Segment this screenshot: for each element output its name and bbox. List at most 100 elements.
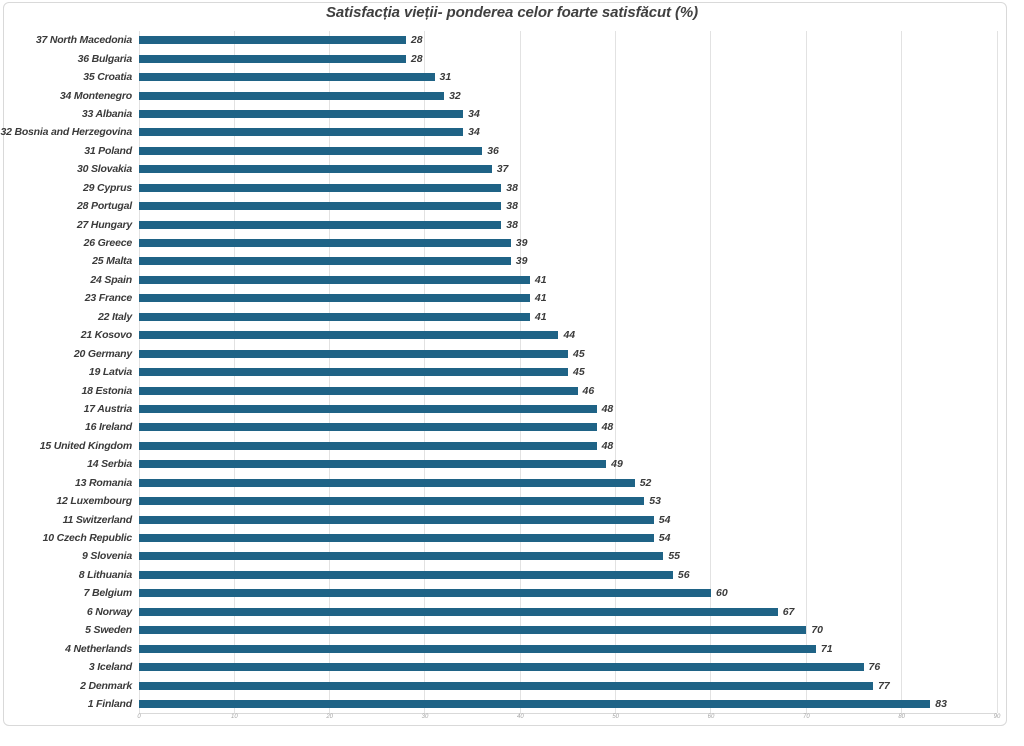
bar-row: 39 [139,252,997,270]
bar [139,36,406,45]
bar [139,681,874,690]
chart-frame [3,2,1007,726]
category-label: 5 Sweden [85,624,132,637]
bar [139,570,673,579]
value-label: 70 [811,624,824,637]
x-axis-tick-label: 20 [326,714,333,720]
category-label: 29 Cyprus [83,181,132,194]
value-label: 60 [715,587,728,600]
bar-row: 28 [139,49,997,67]
bar-row: 38 [139,215,997,233]
bar-row: 41 [139,271,997,289]
x-axis-tick-label: 70 [802,714,810,720]
x-axis-tick-label: 10 [230,714,238,720]
gridline [996,31,998,713]
bar [139,239,511,248]
x-axis-tick-label: 90 [993,714,1001,720]
x-axis-tick-label: 80 [898,714,905,720]
category-label: 26 Greece [83,237,133,250]
bar [139,699,931,708]
category-label: 12 Luxembourg [56,495,132,508]
category-label: 22 Italy [97,310,132,323]
bar-row: 83 [139,695,997,713]
category-label: 32 Bosnia and Herzegovina [0,126,132,139]
value-label: 41 [534,273,547,286]
value-label: 34 [468,107,480,120]
category-label: 3 Iceland [88,661,132,674]
bar [139,478,635,487]
bar [139,312,530,321]
x-axis-tick-label: 60 [707,714,715,720]
bar-row: 48 [139,400,997,418]
x-axis-tick-label: 50 [612,714,619,720]
bar-row: 32 [139,86,997,104]
bar [139,73,435,82]
bar-row: 36 [139,142,997,160]
x-axis: 0 10 20 30 40 50 60 70 80 90 [137,714,1000,724]
value-label: 34 [468,126,480,139]
bar-row: 46 [139,381,997,399]
gridline [901,31,903,713]
bar [139,257,511,266]
bar-row: 49 [139,455,997,473]
bar-row: 39 [139,234,997,252]
bar-row: 48 [139,418,997,436]
bar [139,275,530,284]
value-label: 45 [573,366,585,379]
category-label: 14 Serbia [87,458,132,471]
category-label: 13 Romania [75,476,132,489]
value-label: 46 [582,384,595,397]
bar-row: 44 [139,326,997,344]
category-label: 6 Norway [86,605,132,618]
category-label: 2 Denmark [80,679,132,692]
bar [139,626,807,635]
value-label: 31 [439,71,452,84]
category-label: 24 Spain [90,273,132,286]
bar-row: 55 [139,547,997,565]
bar-row: 60 [139,584,997,602]
category-label: 23 France [84,292,132,305]
bar-row: 76 [139,658,997,676]
x-axis-tick-label: 40 [516,714,524,720]
bar-row: 41 [139,308,997,326]
category-label: 21 Kosovo [80,329,133,342]
category-label: 19 Latvia [88,366,132,379]
bar [139,404,597,413]
value-label: 32 [449,89,461,102]
bar [139,460,607,469]
category-label: 34 Montenegro [59,89,132,102]
bar-row: 31 [139,68,997,86]
category-label: 7 Belgium [83,587,133,600]
bar [139,128,464,137]
bar [139,441,597,450]
bar [139,607,778,616]
category-label: 17 Austria [83,402,133,415]
category-label: 20 Germany [73,347,132,360]
bar [139,589,711,598]
value-label: 41 [534,310,547,323]
value-label: 28 [410,52,423,65]
value-label: 54 [658,513,671,526]
value-label: 44 [563,329,576,342]
category-label: 15 United Kingdom [39,439,132,452]
value-label: 28 [410,34,423,47]
value-label: 53 [649,495,661,508]
bar-row: 67 [139,603,997,621]
category-label: 37 North Macedonia [35,34,132,47]
bar-row: 34 [139,105,997,123]
bar [139,109,464,118]
category-label: 11 Switzerland [62,513,133,526]
bar-row: 34 [139,123,997,141]
bar [139,146,483,155]
bar [139,534,654,543]
value-label: 83 [935,697,947,710]
bar-row: 77 [139,676,997,694]
value-label: 39 [515,237,528,250]
value-label: 52 [639,476,652,489]
bar [139,349,568,358]
bar-row: 54 [139,510,997,528]
bar [139,165,492,174]
bar [139,423,597,432]
bar [139,368,568,377]
